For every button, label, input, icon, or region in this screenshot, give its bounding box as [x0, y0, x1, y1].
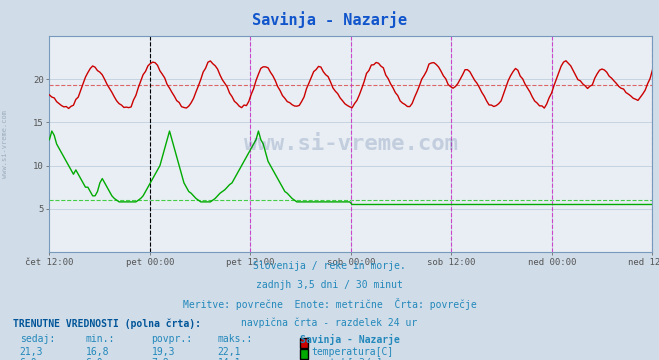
- Text: maks.:: maks.:: [217, 334, 252, 344]
- Text: Slovenija / reke in morje.: Slovenija / reke in morje.: [253, 261, 406, 271]
- Text: 19,3: 19,3: [152, 347, 175, 357]
- Text: www.si-vreme.com: www.si-vreme.com: [244, 134, 458, 154]
- Text: Savinja - Nazarje: Savinja - Nazarje: [252, 11, 407, 28]
- Text: 16,8: 16,8: [86, 347, 109, 357]
- Text: navpična črta - razdelek 24 ur: navpična črta - razdelek 24 ur: [241, 317, 418, 328]
- Text: 7,8: 7,8: [152, 358, 169, 360]
- Text: 6,0: 6,0: [86, 358, 103, 360]
- Text: 6,0: 6,0: [20, 358, 38, 360]
- Text: sedaj:: sedaj:: [20, 334, 55, 344]
- Text: Savinja - Nazarje: Savinja - Nazarje: [300, 334, 400, 345]
- Text: Meritve: povrečne  Enote: metrične  Črta: povrečje: Meritve: povrečne Enote: metrične Črta: …: [183, 298, 476, 310]
- Text: zadnjh 3,5 dni / 30 minut: zadnjh 3,5 dni / 30 minut: [256, 280, 403, 290]
- Text: www.si-vreme.com: www.si-vreme.com: [2, 110, 9, 178]
- Text: povpr.:: povpr.:: [152, 334, 192, 344]
- Text: TRENUTNE VREDNOSTI (polna črta):: TRENUTNE VREDNOSTI (polna črta):: [13, 319, 201, 329]
- Text: temperatura[C]: temperatura[C]: [312, 347, 394, 357]
- Text: 14,1: 14,1: [217, 358, 241, 360]
- Text: pretok[m3/s]: pretok[m3/s]: [312, 358, 382, 360]
- Text: min.:: min.:: [86, 334, 115, 344]
- Text: 22,1: 22,1: [217, 347, 241, 357]
- Text: 21,3: 21,3: [20, 347, 43, 357]
